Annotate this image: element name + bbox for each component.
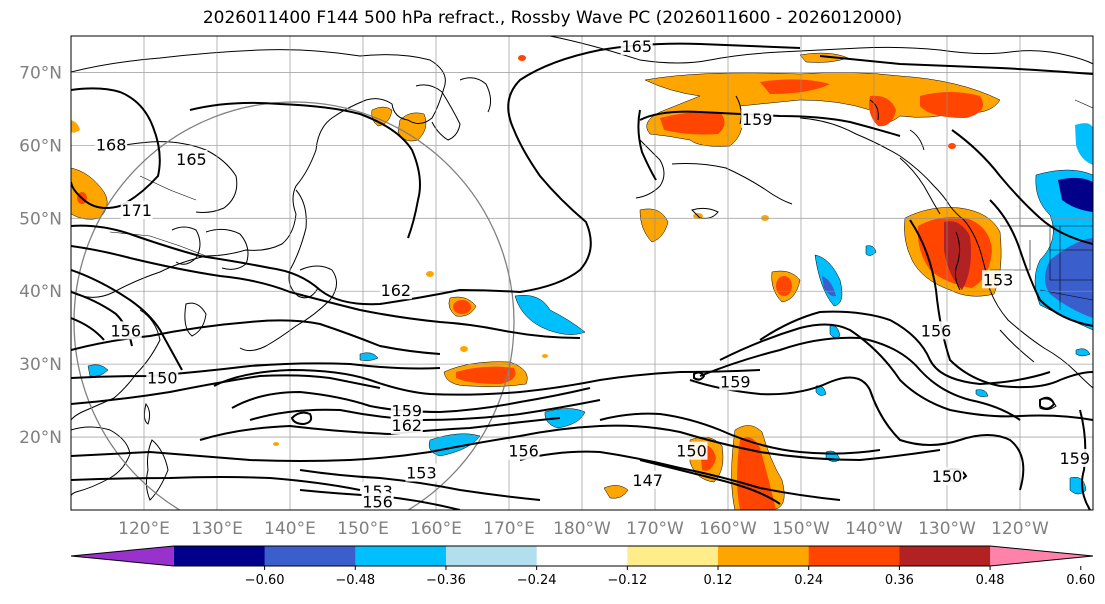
contour-label-background xyxy=(390,401,423,420)
contour-label-background xyxy=(982,270,1015,289)
longitude-label: 150°W xyxy=(772,519,830,539)
contour-label: 159 xyxy=(1059,449,1090,468)
colorbar-tick-label: 0.48 xyxy=(976,573,1005,588)
colorbar-tick-label: −0.12 xyxy=(607,573,647,588)
contour-label: 159 xyxy=(720,372,751,391)
colorbar-tick-label: 0.36 xyxy=(885,573,914,588)
contour-label: 162 xyxy=(392,416,423,435)
coastlines xyxy=(71,36,1093,501)
contour-label-background xyxy=(1058,448,1091,467)
contour-label: 168 xyxy=(96,135,127,154)
colorbar-swatch xyxy=(899,546,991,566)
latitude-label: 30°N xyxy=(19,355,62,375)
longitude-label: 140°E xyxy=(264,519,316,539)
colorbar-tick-label: 0.60 xyxy=(1066,573,1095,588)
contour-label-background xyxy=(920,321,953,340)
longitude-label: 120°E xyxy=(118,519,170,539)
contour-label-background xyxy=(361,492,394,510)
colorbar-swatch xyxy=(808,546,900,566)
contour-label-background xyxy=(675,441,708,460)
longitude-label: 140°W xyxy=(845,519,903,539)
contour-labels: 1651591681651711621561501591621561531531… xyxy=(95,36,1091,512)
contour-label: 156 xyxy=(921,321,952,340)
contour-label-background xyxy=(379,281,412,300)
contour-label-background xyxy=(146,368,179,387)
contour-label: 162 xyxy=(381,281,412,300)
contour-label-background xyxy=(741,109,774,128)
latitude-label: 60°N xyxy=(19,136,62,156)
longitude-label: 150°E xyxy=(337,519,389,539)
contour-label: 171 xyxy=(121,201,152,220)
colorbar-swatch xyxy=(173,546,266,566)
positive-anomaly-shading xyxy=(71,52,1002,510)
longitude-label: 160°W xyxy=(699,519,757,539)
colorbar-tick-label: −0.48 xyxy=(335,573,375,588)
contour-label-background xyxy=(405,463,438,482)
contour-label: 153 xyxy=(983,270,1014,289)
longitude-labels: 120°E 130°E 140°E 150°E 160°E 170°E 180°W 170°W… xyxy=(118,519,1049,539)
map-frame xyxy=(70,35,1094,511)
contour-label: 156 xyxy=(508,442,539,461)
longitude-label: 130°W xyxy=(918,519,976,539)
colorbar: −0.60 −0.48 −0.36 −0.24 −0.12 0.12 0.24 0.36 0.4… xyxy=(70,545,1095,588)
colorbar-swatch xyxy=(536,546,628,566)
latitude-label: 40°N xyxy=(19,282,62,302)
contour-label-background xyxy=(390,416,423,435)
longitude-label: 160°E xyxy=(410,519,462,539)
graticule xyxy=(71,36,1093,510)
contour-label-background xyxy=(95,135,128,154)
longitude-label: 170°E xyxy=(483,519,535,539)
radius-circle xyxy=(73,101,515,510)
colorbar-tick-label: −0.36 xyxy=(426,573,466,588)
colorbar-swatch xyxy=(355,546,447,566)
contour-label-background xyxy=(719,372,752,391)
longitude-label: 130°E xyxy=(191,519,243,539)
contour-label: 150 xyxy=(147,369,178,388)
colorbar-swatch xyxy=(445,546,538,566)
latitude-label: 20°N xyxy=(19,428,62,448)
contour-label-background xyxy=(931,467,963,486)
contour-label-background xyxy=(109,321,142,340)
contour-label: 156 xyxy=(362,493,393,512)
contour-label-background xyxy=(620,36,653,55)
map-title: 2026011400 F144 500 hPa refract., Rossby… xyxy=(202,8,903,28)
colorbar-tick-label: 0.24 xyxy=(794,573,823,588)
contour-label: 165 xyxy=(176,150,207,169)
colorbar-extend-high xyxy=(990,546,1093,566)
contour-label: 147 xyxy=(632,471,663,490)
contour-label: 159 xyxy=(392,402,423,421)
colorbar-extend-low xyxy=(71,546,174,566)
contour-label: 150 xyxy=(932,467,963,486)
colorbar-tick-label: 0.12 xyxy=(704,573,733,588)
longitude-label: 120°W xyxy=(991,519,1049,539)
contour-label: 165 xyxy=(621,37,652,56)
latitude-labels: 70°N 60°N 50°N 40°N 30°N 20°N xyxy=(19,63,62,448)
contour-label: 153 xyxy=(406,464,437,483)
colorbar-tick-label: −0.24 xyxy=(517,573,557,588)
contour-label: 159 xyxy=(742,110,773,129)
longitude-label: 170°W xyxy=(626,519,684,539)
longitude-label: 180°W xyxy=(553,519,611,539)
colorbar-swatch xyxy=(718,546,810,566)
colorbar-swatch xyxy=(627,546,719,566)
contour-label-background xyxy=(175,149,208,168)
contour-label-background xyxy=(631,470,664,489)
contour-label-background xyxy=(507,441,540,460)
colorbar-swatch xyxy=(264,546,356,566)
colorbar-outline xyxy=(70,545,1094,567)
contour-label: 156 xyxy=(110,321,141,340)
latitude-label: 70°N xyxy=(19,63,62,83)
latitude-label: 50°N xyxy=(19,209,62,229)
colorbar-tick-label: −0.60 xyxy=(245,573,285,588)
contour-label: 150 xyxy=(676,442,707,461)
contour-label-background xyxy=(120,201,153,220)
